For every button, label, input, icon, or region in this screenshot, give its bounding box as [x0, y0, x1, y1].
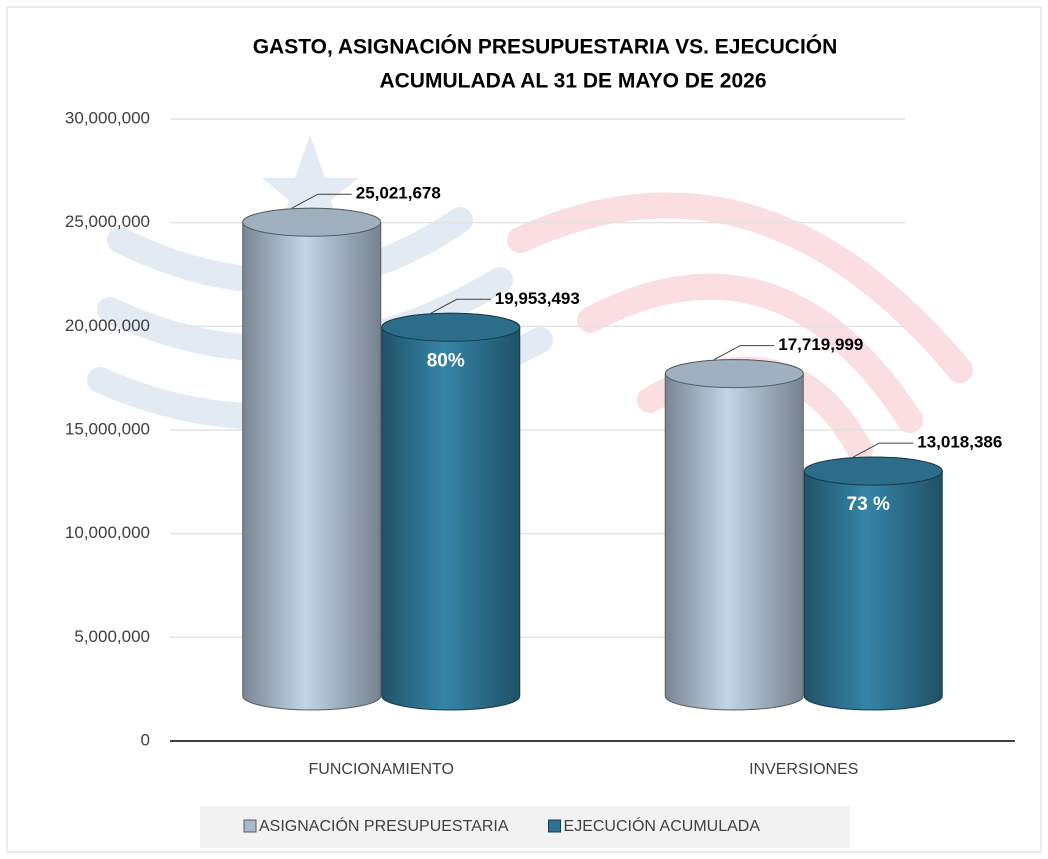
y-tick-label: 0 [141, 730, 150, 749]
legend-box [200, 806, 850, 848]
annotation: 73 % [847, 494, 890, 515]
chart-title: GASTO, ASIGNACIÓN PRESUPUESTARIA VS. EJE… [253, 35, 838, 59]
y-tick-label: 30,000,000 [65, 108, 150, 127]
legend-label: EJECUCIÓN ACUMULADA [564, 816, 761, 835]
legend-swatch [548, 819, 562, 833]
data-label: 17,719,999 [778, 335, 863, 354]
y-tick-label: 25,000,000 [65, 212, 150, 231]
bar-top [242, 207, 382, 237]
leader-line [853, 442, 914, 458]
y-tick-label: 20,000,000 [65, 316, 150, 335]
y-tick-label: 10,000,000 [65, 523, 150, 542]
y-tick-label: 15,000,000 [65, 419, 150, 438]
bar-top [803, 456, 943, 486]
x-tick-label: INVERSIONES [749, 761, 858, 778]
bar [381, 312, 521, 711]
bar-top [381, 312, 521, 342]
annotation: 80% [427, 350, 465, 371]
x-tick-label: FUNCIONAMIENTO [309, 761, 454, 778]
legend-swatch [243, 819, 257, 833]
bar [664, 359, 804, 711]
data-label: 19,953,493 [495, 289, 580, 308]
leader-line [430, 298, 491, 314]
y-tick-label: 5,000,000 [74, 627, 150, 646]
bar-top [664, 359, 804, 389]
data-label: 13,018,386 [917, 433, 1002, 452]
leader-line [714, 345, 775, 361]
legend-label: ASIGNACIÓN PRESUPUESTARIA [259, 816, 509, 835]
data-label: 25,021,678 [356, 184, 441, 203]
bar [242, 207, 382, 711]
leader-line [291, 193, 352, 209]
chart-title: ACUMULADA AL 31 DE MAYO DE 2026 [379, 70, 766, 93]
